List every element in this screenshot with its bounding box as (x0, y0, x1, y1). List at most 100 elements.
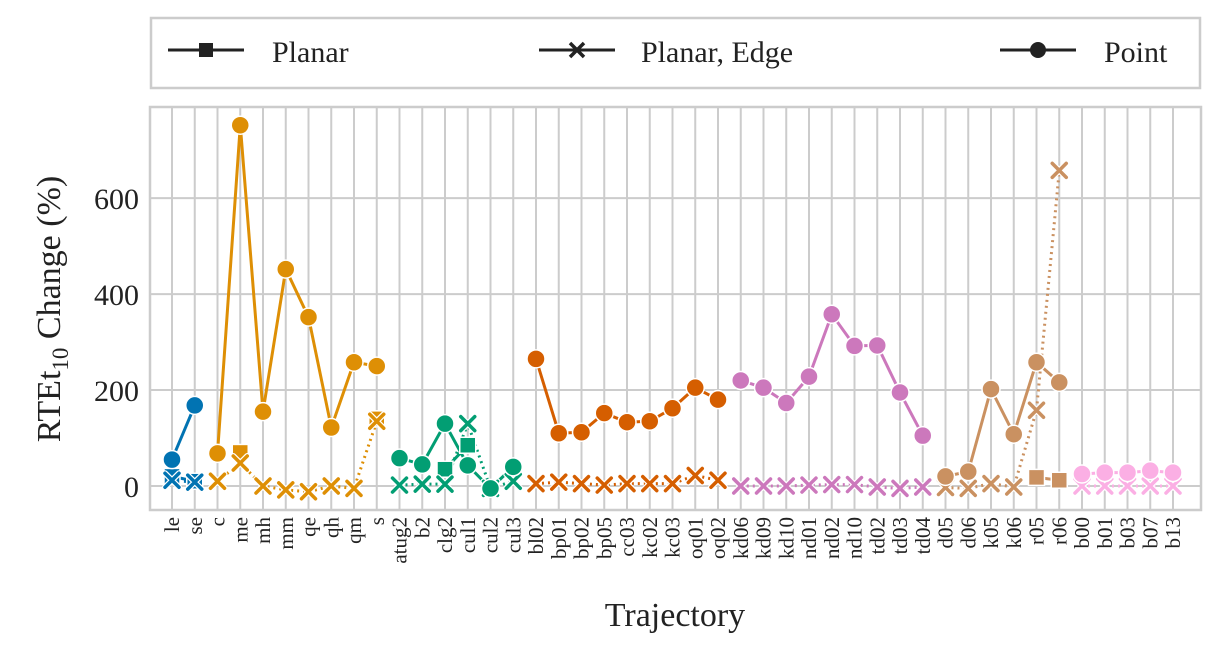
y-tick-label: 0 (124, 471, 139, 504)
data-point-point (458, 455, 478, 476)
data-point-planar-edge (299, 483, 318, 501)
x-tick-label: atug2 (388, 517, 412, 564)
x-tick-label: bp01 (547, 517, 571, 559)
data-point-planar-edge (618, 474, 636, 493)
data-point-point (708, 389, 728, 410)
data-point-point (662, 398, 683, 419)
legend-entry-point: Point (1000, 36, 1168, 69)
data-point-planar-edge (914, 478, 932, 496)
data-point-point (1004, 424, 1024, 444)
data-point-point (776, 393, 796, 413)
data-point-point (1026, 352, 1047, 372)
data-point-planar-edge (572, 474, 591, 493)
data-point-point (480, 478, 501, 499)
y-axis: 0 200 400 600 (94, 183, 139, 504)
x-tick-label: oq02 (706, 517, 730, 559)
x-tick-label: nd10 (843, 517, 867, 559)
data-point-planar-edge (390, 476, 409, 494)
data-point-planar-edge (550, 473, 568, 491)
data-point-planar-edge (1141, 477, 1159, 495)
data-point-planar-edge (163, 471, 181, 490)
data-point-planar-edge (982, 474, 1000, 493)
x-tick-label: b2 (410, 517, 434, 538)
x-tick-label: d05 (934, 517, 958, 549)
series-group (1072, 460, 1183, 497)
data-point-point (253, 401, 273, 422)
legend-square-marker (199, 43, 213, 57)
legend-label-planar-edge: Planar, Edge (641, 36, 793, 69)
data-point-point (298, 307, 319, 327)
y-axis-title-subscript: 10 (48, 348, 73, 371)
series-group (935, 160, 1070, 499)
legend: Planar Planar, Edge Point (149, 16, 1202, 90)
data-point-planar-edge (845, 475, 864, 494)
data-point-planar-edge (345, 479, 363, 498)
data-point-planar-edge (800, 476, 818, 494)
data-point-planar-edge (413, 475, 431, 493)
grid (150, 107, 1201, 510)
data-point-point (731, 370, 751, 391)
x-tick-label: k05 (979, 517, 1003, 549)
data-point-planar-edge (1118, 477, 1137, 495)
legend-label-planar: Planar (272, 36, 349, 69)
data-point-planar-edge (459, 414, 477, 433)
data-point-planar-edge (1164, 477, 1182, 495)
data-point-planar-edge (891, 479, 909, 498)
y-axis-title-main: RTEt (31, 370, 68, 442)
data-point-point (571, 422, 592, 443)
data-point-point (685, 377, 705, 398)
x-tick-label: kc02 (638, 517, 662, 558)
data-point-planar-edge (277, 481, 295, 499)
x-tick-label: r06 (1047, 517, 1071, 545)
legend-frame (149, 16, 1202, 90)
x-tick-label: cul3 (501, 517, 525, 553)
data-point-planar (1050, 471, 1068, 490)
data-point-point (594, 403, 614, 423)
x-tick-label: r05 (1025, 517, 1049, 545)
data-point-point (913, 425, 933, 446)
series-group (389, 413, 524, 499)
data-point-planar-edge (754, 477, 773, 495)
x-tick-label: kd09 (752, 517, 776, 559)
series-line-point (216, 125, 378, 454)
x-tick-label: qh (319, 517, 343, 539)
x-tick-label: c (206, 517, 230, 526)
data-point-point (822, 304, 842, 325)
x-tick-label: nd01 (797, 517, 821, 559)
data-point-point (526, 349, 546, 369)
x-tick-label: bp05 (592, 517, 616, 559)
data-point-point (958, 461, 978, 482)
x-tick-label: qe (297, 517, 321, 537)
x-tick-label: kc03 (661, 517, 685, 558)
data-point-planar-edge (1005, 478, 1023, 496)
x-tick-label: nd02 (820, 517, 844, 559)
data-point-point (617, 412, 637, 432)
x-tick-label: td03 (888, 517, 912, 554)
x-tick-label: qm (342, 517, 366, 544)
data-point-planar-edge (732, 477, 750, 495)
x-tick-label: b01 (1093, 517, 1117, 549)
data-point-planar (459, 436, 477, 454)
x-tick-label: cul2 (479, 517, 503, 553)
data-point-planar-edge (709, 471, 727, 490)
data-point-planar-edge (1096, 477, 1114, 495)
x-tick-label: mm (274, 517, 298, 550)
data-point-planar-edge (368, 412, 386, 430)
x-tick-label: cc03 (615, 517, 639, 557)
data-point-point (276, 259, 296, 279)
data-point-point (435, 413, 455, 434)
x-tick-label: clg2 (433, 517, 457, 553)
data-point-point (389, 448, 410, 468)
x-tick-label: bl02 (524, 517, 548, 554)
x-tick-label: b07 (1138, 517, 1162, 549)
x-tick-label: le (160, 517, 184, 532)
x-tick-label: td04 (911, 517, 935, 555)
data-point-point (1049, 372, 1069, 393)
data-point-point (549, 423, 569, 443)
x-axis: lesecmemhmmqeqhqmsatug2b2clg2cul1cul2cul… (160, 517, 1185, 564)
x-tick-label: b00 (1070, 517, 1094, 549)
series-line-point (170, 404, 197, 461)
data-point-planar-edge (527, 474, 545, 493)
